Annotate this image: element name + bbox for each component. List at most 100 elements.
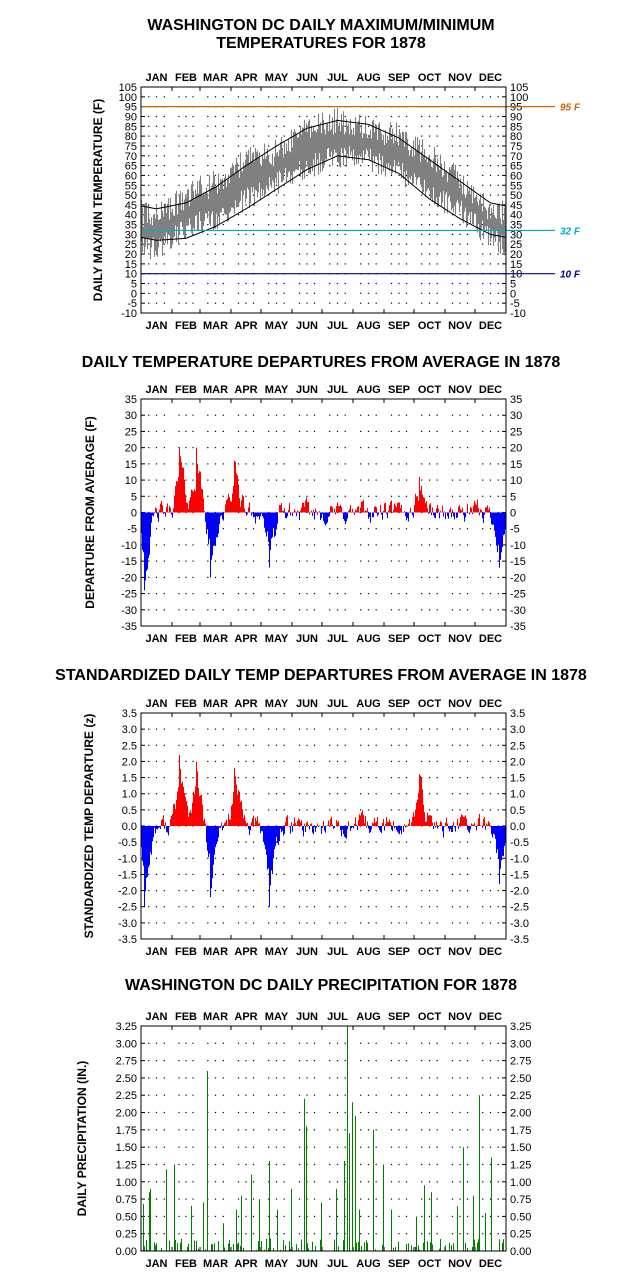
grid-dot xyxy=(344,224,346,226)
grid-dot xyxy=(360,1198,362,1200)
grid-dot xyxy=(367,1198,370,1200)
grid-dot xyxy=(155,96,158,98)
grid-dot xyxy=(367,282,370,285)
grid-dot xyxy=(428,243,431,245)
grid-dot xyxy=(245,609,247,611)
departure-bar-below xyxy=(397,826,398,832)
departure-bar-above xyxy=(231,805,232,826)
grid-dot xyxy=(436,1215,438,1217)
grid-dot xyxy=(436,292,438,294)
departure-bar-below xyxy=(491,512,492,525)
dep-ytick-left: 35 xyxy=(125,394,137,406)
departure-bar-above xyxy=(200,795,201,826)
grid-dot xyxy=(283,906,285,908)
grid-dot xyxy=(375,793,377,795)
departure-bar-below xyxy=(144,512,145,591)
departure-bar-below xyxy=(220,826,221,828)
grid-dot xyxy=(148,576,150,578)
grid-dot xyxy=(451,793,454,795)
grid-dot xyxy=(466,115,469,118)
grid-dot xyxy=(313,96,316,98)
grid-dot xyxy=(222,906,224,908)
grid-dot xyxy=(298,174,301,176)
departure-bar-below xyxy=(159,826,160,828)
grid-dot xyxy=(237,857,240,859)
grid-dot xyxy=(489,1060,492,1062)
zdep-ytick-left: -3.5 xyxy=(118,934,137,946)
departure-bar-above xyxy=(170,819,171,826)
grid-dot xyxy=(185,841,187,843)
grid-dot xyxy=(214,282,217,285)
departure-bar-below xyxy=(265,512,266,533)
grid-dot xyxy=(207,292,209,294)
grid-dot xyxy=(367,302,370,304)
grid-dot xyxy=(252,233,255,235)
departure-bar-below xyxy=(398,826,399,834)
grid-dot xyxy=(390,1129,393,1131)
departure-bar-below xyxy=(166,826,167,832)
zdep-title: STANDARDIZED DAILY TEMP DEPARTURES FROM … xyxy=(55,667,587,684)
departure-bar-above xyxy=(483,818,484,826)
grid-dot xyxy=(466,1129,469,1131)
departure-bar-below xyxy=(148,512,149,559)
grid-dot xyxy=(390,922,393,924)
grid-dot xyxy=(163,447,165,449)
dep-ytick-right: -15 xyxy=(510,556,526,568)
dep-month-top-dec: DEC xyxy=(479,384,502,396)
grid-dot xyxy=(489,777,492,779)
departure-bar-below xyxy=(299,512,300,520)
grid-dot xyxy=(489,282,492,285)
grid-dot xyxy=(268,302,270,304)
departure-bar-below xyxy=(443,826,444,838)
grid-dot xyxy=(451,1129,454,1131)
grid-dot xyxy=(390,728,393,730)
grid-dot xyxy=(268,576,270,578)
grid-dot xyxy=(436,479,438,481)
departure-bar-above xyxy=(174,803,175,826)
departure-bar-below xyxy=(343,512,344,519)
grid-dot xyxy=(466,253,469,255)
grid-dot xyxy=(398,890,400,892)
grid-dot xyxy=(421,1181,423,1183)
departure-bar-below xyxy=(452,826,453,832)
departure-bar-above xyxy=(202,804,203,826)
grid-dot xyxy=(329,414,331,416)
grid-dot xyxy=(275,495,278,497)
grid-dot xyxy=(313,593,316,595)
grid-dot xyxy=(497,593,499,595)
grid-dot xyxy=(252,593,255,595)
grid-dot xyxy=(275,793,278,795)
grid-dot xyxy=(283,760,285,762)
grid-dot xyxy=(178,922,180,924)
grid-dot xyxy=(375,1129,377,1131)
grid-dot xyxy=(367,184,370,186)
grid-dot xyxy=(336,873,339,875)
zdep-month-top-apr: APR xyxy=(234,698,257,710)
grid-dot xyxy=(459,857,461,859)
grid-dot xyxy=(237,576,240,578)
departure-bar-below xyxy=(493,512,494,525)
grid-dot xyxy=(185,282,187,285)
departure-bar-below xyxy=(451,826,452,832)
grid-dot xyxy=(283,890,285,892)
departure-bar-above xyxy=(419,476,420,513)
grid-dot xyxy=(344,253,346,255)
grid-dot xyxy=(163,302,165,304)
departure-bar-above xyxy=(487,505,488,513)
grid-dot xyxy=(148,243,150,245)
departure-bar-above xyxy=(285,822,286,826)
grid-dot xyxy=(451,873,454,875)
dep-ytick-right: -10 xyxy=(510,540,526,552)
grid-dot xyxy=(185,1163,187,1166)
grid-dot xyxy=(148,809,150,811)
grid-dot xyxy=(245,1077,247,1079)
departure-bar-below xyxy=(411,512,412,514)
grid-dot xyxy=(497,1111,499,1114)
grid-dot xyxy=(459,495,461,497)
departure-bar-below xyxy=(163,512,164,514)
grid-dot xyxy=(466,430,469,432)
grid-dot xyxy=(489,760,492,762)
grid-dot xyxy=(405,906,408,908)
grid-dot xyxy=(148,495,150,497)
grid-dot xyxy=(298,528,301,530)
